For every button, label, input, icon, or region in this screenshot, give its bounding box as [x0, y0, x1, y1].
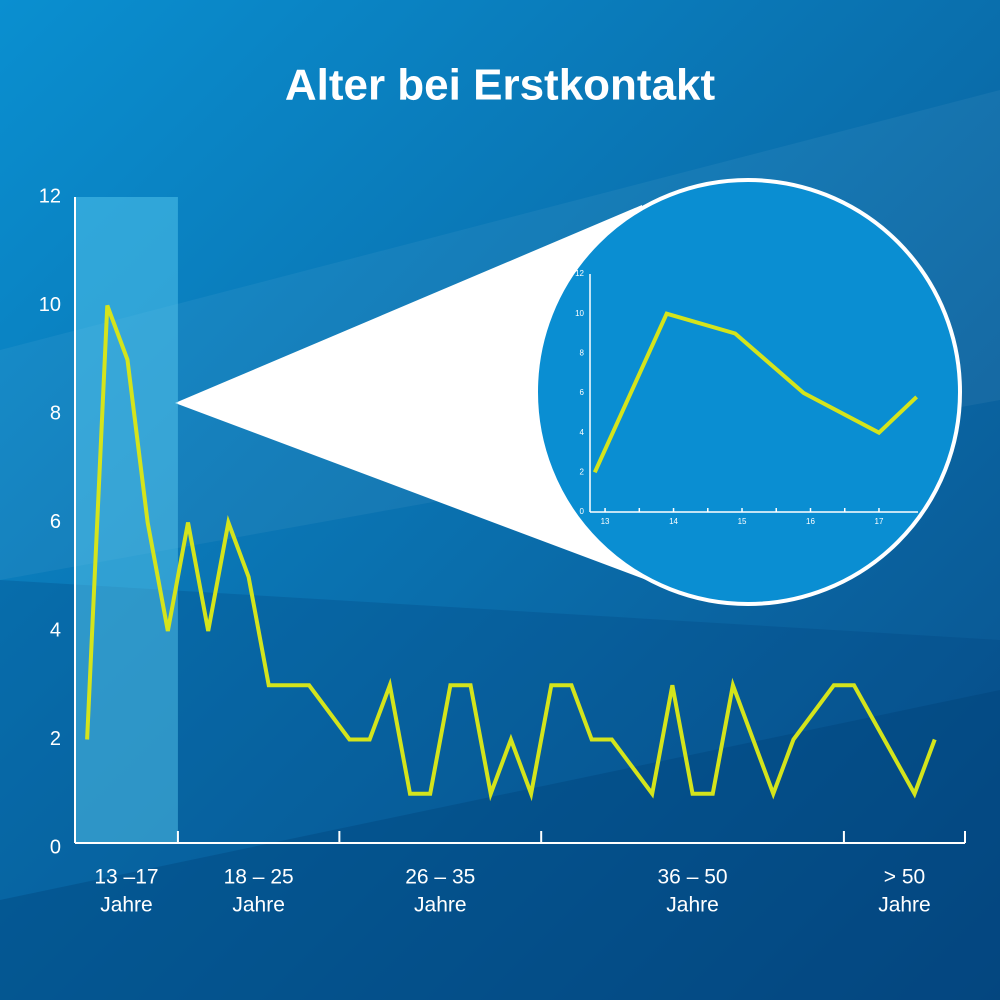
- highlight-band: [75, 197, 178, 843]
- y-tick-label: 10: [575, 309, 584, 318]
- line-series: [592, 311, 919, 474]
- y-tick-label: 0: [50, 836, 61, 858]
- inset-plot: 0 2 4 6 8 10 12 13 14 15 16 17: [575, 269, 919, 526]
- main-plot: 0 2 4 6 8 10 12 13 –17 Jahre 18 – 25 Jahre 26 – 35 J…: [39, 185, 966, 917]
- x-tick-label: 15: [738, 517, 747, 526]
- y-tick-label: 4: [50, 619, 61, 641]
- x-tick-label: 16: [806, 517, 815, 526]
- zoom-wedge: [175, 205, 652, 582]
- x-group-label: 18 – 25: [224, 866, 294, 889]
- x-group-label: 26 – 35: [405, 866, 475, 889]
- y-tick-label: 4: [580, 428, 585, 437]
- y-tick-label: 8: [580, 348, 585, 357]
- y-tick-label: 12: [39, 185, 61, 207]
- x-group-label: Jahre: [414, 894, 467, 917]
- x-group-label: > 50: [884, 866, 925, 889]
- x-group-label: Jahre: [666, 894, 719, 917]
- x-group-label: Jahre: [878, 894, 931, 917]
- x-group-label: Jahre: [100, 894, 153, 917]
- y-tick-label: 2: [50, 728, 61, 750]
- x-tick-label: 14: [669, 517, 678, 526]
- y-tick-label: 10: [39, 294, 61, 316]
- y-tick-label: 0: [580, 507, 585, 516]
- x-tick-label: 13: [601, 517, 610, 526]
- y-tick-label: 2: [580, 467, 585, 476]
- x-group-label: Jahre: [232, 894, 285, 917]
- zoom-circle: [534, 178, 962, 606]
- line-series: [85, 304, 937, 802]
- y-tick-label: 6: [50, 511, 61, 533]
- y-tick-label: 6: [580, 388, 585, 397]
- x-tick-label: 17: [875, 517, 884, 526]
- x-group-label: 36 – 50: [658, 866, 728, 889]
- x-group-label: 13 –17: [94, 866, 158, 889]
- y-tick-label: 8: [50, 402, 61, 424]
- bg-band: [0, 580, 1000, 1000]
- chart-title: Alter bei Erstkontakt: [285, 61, 716, 110]
- bg-band: [0, 690, 1000, 1000]
- y-tick-label: 12: [575, 269, 584, 278]
